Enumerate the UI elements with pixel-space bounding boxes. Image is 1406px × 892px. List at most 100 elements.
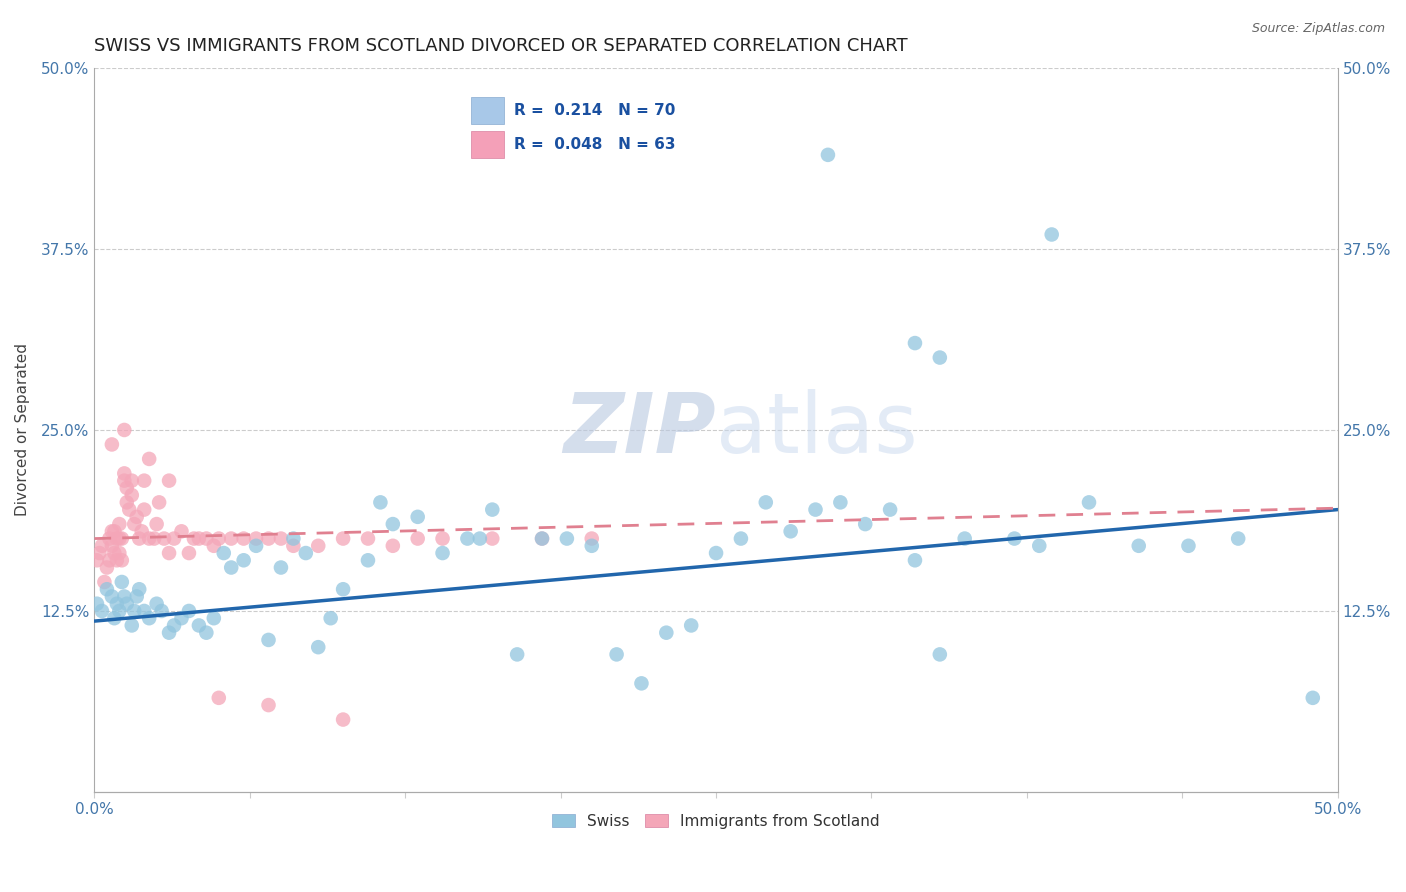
Point: [105, 597, 128, 611]
Point: [730, 532, 752, 546]
Point: [98, 553, 121, 567]
Point: [143, 532, 166, 546]
Point: [257, 532, 280, 546]
Point: [257, 698, 280, 712]
Point: [555, 532, 578, 546]
Point: [145, 597, 167, 611]
Point: [93, 574, 115, 589]
Point: [105, 553, 128, 567]
Point: [212, 546, 235, 560]
Point: [125, 509, 148, 524]
Point: [219, 532, 242, 546]
Point: [90, 539, 112, 553]
Point: [101, 590, 124, 604]
Point: [202, 611, 225, 625]
Point: [108, 546, 131, 560]
Point: [134, 502, 156, 516]
Point: [122, 517, 145, 532]
Point: [245, 532, 267, 546]
Point: [163, 618, 186, 632]
Point: [779, 524, 801, 539]
Point: [138, 532, 160, 546]
Point: [177, 546, 200, 560]
Point: [681, 618, 703, 632]
Point: [86, 597, 108, 611]
Point: [307, 640, 329, 655]
Point: [157, 474, 180, 488]
Point: [108, 517, 131, 532]
Point: [112, 590, 135, 604]
Point: [530, 532, 553, 546]
Point: [138, 611, 160, 625]
Point: [830, 495, 852, 509]
Point: [332, 532, 354, 546]
Point: [704, 546, 727, 560]
Point: [128, 532, 150, 546]
Point: [432, 546, 454, 560]
Point: [101, 437, 124, 451]
Point: [108, 604, 131, 618]
Point: [125, 590, 148, 604]
Point: [655, 625, 678, 640]
Point: [219, 560, 242, 574]
Point: [157, 625, 180, 640]
Point: [307, 539, 329, 553]
Point: [153, 532, 176, 546]
Point: [157, 546, 180, 560]
Point: [456, 532, 478, 546]
Point: [755, 495, 778, 509]
Point: [121, 618, 143, 632]
Point: [131, 524, 153, 539]
Point: [90, 604, 112, 618]
Point: [1002, 532, 1025, 546]
Point: [468, 532, 491, 546]
Point: [202, 539, 225, 553]
Point: [177, 604, 200, 618]
Point: [195, 625, 218, 640]
Point: [357, 532, 380, 546]
Point: [128, 582, 150, 597]
Point: [111, 553, 134, 567]
Point: [208, 532, 231, 546]
Point: [195, 532, 218, 546]
Point: [581, 539, 603, 553]
Point: [1177, 539, 1199, 553]
Text: SWISS VS IMMIGRANTS FROM SCOTLAND DIVORCED OR SEPARATED CORRELATION CHART: SWISS VS IMMIGRANTS FROM SCOTLAND DIVORC…: [94, 37, 908, 55]
Point: [381, 517, 404, 532]
Point: [879, 502, 901, 516]
Point: [270, 560, 292, 574]
Point: [108, 532, 131, 546]
Text: ZIP: ZIP: [564, 390, 716, 470]
Point: [481, 502, 503, 516]
Point: [257, 632, 280, 647]
Point: [115, 481, 138, 495]
Point: [1028, 539, 1050, 553]
Point: [105, 532, 128, 546]
Point: [163, 532, 186, 546]
Point: [121, 488, 143, 502]
Point: [122, 604, 145, 618]
Point: [357, 553, 380, 567]
Point: [904, 553, 927, 567]
Point: [115, 495, 138, 509]
Point: [1302, 690, 1324, 705]
Point: [103, 524, 125, 539]
Point: [245, 539, 267, 553]
Point: [804, 502, 827, 516]
Point: [406, 532, 429, 546]
Point: [101, 524, 124, 539]
Point: [101, 539, 124, 553]
Point: [295, 546, 318, 560]
Point: [170, 524, 193, 539]
Point: [148, 495, 170, 509]
Point: [89, 546, 111, 560]
Point: [232, 553, 254, 567]
Point: [319, 611, 342, 625]
Point: [187, 532, 209, 546]
Point: [928, 648, 950, 662]
Point: [432, 532, 454, 546]
Point: [1078, 495, 1101, 509]
Point: [381, 539, 404, 553]
Point: [506, 648, 529, 662]
Point: [1227, 532, 1250, 546]
